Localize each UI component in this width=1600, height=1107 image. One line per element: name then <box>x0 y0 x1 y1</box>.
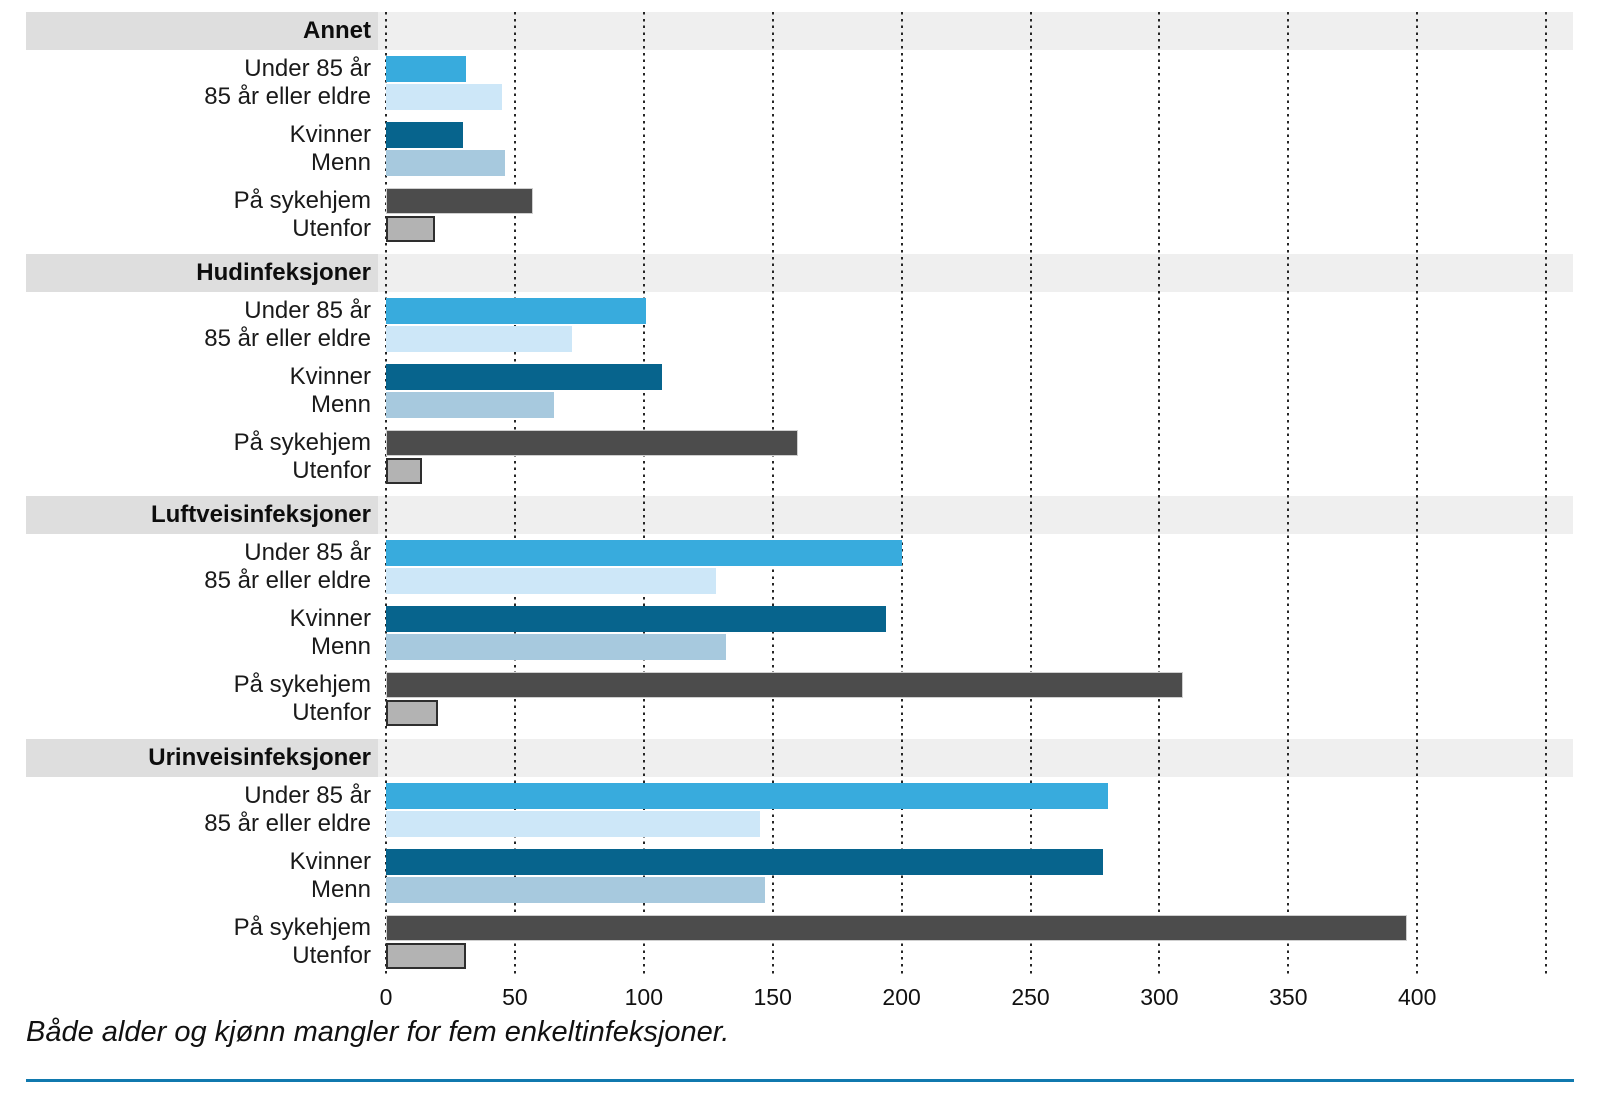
bar <box>386 943 466 969</box>
section-band-label-background <box>26 12 378 50</box>
category-label: 85 år eller eldre <box>204 325 371 352</box>
bar <box>386 326 572 352</box>
section-band-plot-background <box>378 12 1573 50</box>
gridline <box>513 12 516 975</box>
bar <box>386 606 887 632</box>
section-header-label: Annet <box>303 17 371 44</box>
chart-footnote: Både alder og kjønn mangler for fem enke… <box>26 1016 730 1048</box>
category-label: På sykehjem <box>233 187 371 214</box>
bar <box>386 188 533 214</box>
gridline <box>642 12 645 975</box>
category-label: Menn <box>310 391 371 418</box>
bar <box>386 700 438 726</box>
gridline <box>771 12 774 975</box>
bar <box>386 392 554 418</box>
category-label: Under 85 år <box>244 55 371 82</box>
bar <box>386 364 662 390</box>
category-label: 85 år eller eldre <box>204 83 371 110</box>
x-tick-label: 0 <box>379 984 393 1010</box>
category-label: Under 85 år <box>244 539 371 566</box>
bar <box>386 877 765 903</box>
section-band <box>26 12 1573 50</box>
section-band-plot-background <box>378 739 1573 777</box>
category-label: Kvinner <box>289 121 371 148</box>
section-band-plot-background <box>378 254 1573 292</box>
category-label: Kvinner <box>289 848 371 875</box>
bar <box>386 56 466 82</box>
bar <box>386 849 1103 875</box>
section-header-label: Luftveisinfeksjoner <box>150 501 371 528</box>
x-tick-label: 100 <box>624 984 663 1010</box>
x-tick-label: 350 <box>1269 984 1308 1010</box>
gridline <box>900 12 903 975</box>
x-tick-label: 150 <box>753 984 792 1010</box>
section-band-label-background <box>26 254 378 292</box>
x-tick-label: 300 <box>1140 984 1179 1010</box>
section-band <box>26 254 1573 292</box>
x-tick-label: 250 <box>1011 984 1050 1010</box>
section-band-plot-background <box>378 496 1573 534</box>
x-tick-label: 50 <box>502 984 528 1010</box>
category-label: Kvinner <box>289 363 371 390</box>
bar <box>386 298 647 324</box>
category-label: Utenfor <box>292 699 371 726</box>
gridline <box>1029 12 1032 975</box>
category-label: 85 år eller eldre <box>204 810 371 837</box>
section-band-label-background <box>26 739 378 777</box>
category-label: Utenfor <box>292 215 371 242</box>
section-band-label-background <box>26 496 378 534</box>
category-label: På sykehjem <box>233 914 371 941</box>
gridline <box>1287 12 1290 975</box>
bar <box>386 84 502 110</box>
gridline <box>1545 12 1548 975</box>
category-label: Utenfor <box>292 457 371 484</box>
gridline <box>1158 12 1161 975</box>
bottom-divider-rule <box>26 1079 1574 1082</box>
category-label: Under 85 år <box>244 782 371 809</box>
x-tick-label: 400 <box>1398 984 1437 1010</box>
category-label: På sykehjem <box>233 429 371 456</box>
bar <box>386 430 799 456</box>
bar <box>386 540 902 566</box>
bar <box>386 783 1108 809</box>
bar <box>386 568 716 594</box>
category-label: Menn <box>310 876 371 903</box>
gridline <box>385 12 387 975</box>
gridline <box>1416 12 1419 975</box>
bar <box>386 122 464 148</box>
category-label: 85 år eller eldre <box>204 567 371 594</box>
category-label: Under 85 år <box>244 297 371 324</box>
category-label: Utenfor <box>292 942 371 969</box>
category-label: Menn <box>310 149 371 176</box>
section-header-label: Urinveisinfeksjoner <box>148 744 371 771</box>
bar <box>386 915 1407 941</box>
bar <box>386 811 760 837</box>
x-tick-label: 200 <box>882 984 921 1010</box>
bar <box>386 634 727 660</box>
bar <box>386 150 505 176</box>
bar <box>386 672 1183 698</box>
category-label: Menn <box>310 633 371 660</box>
section-band <box>26 496 1573 534</box>
section-header-label: Hudinfeksjoner <box>196 259 371 286</box>
category-label: På sykehjem <box>233 671 371 698</box>
bar <box>386 216 435 242</box>
bar <box>386 458 423 484</box>
section-band <box>26 739 1573 777</box>
category-label: Kvinner <box>289 605 371 632</box>
